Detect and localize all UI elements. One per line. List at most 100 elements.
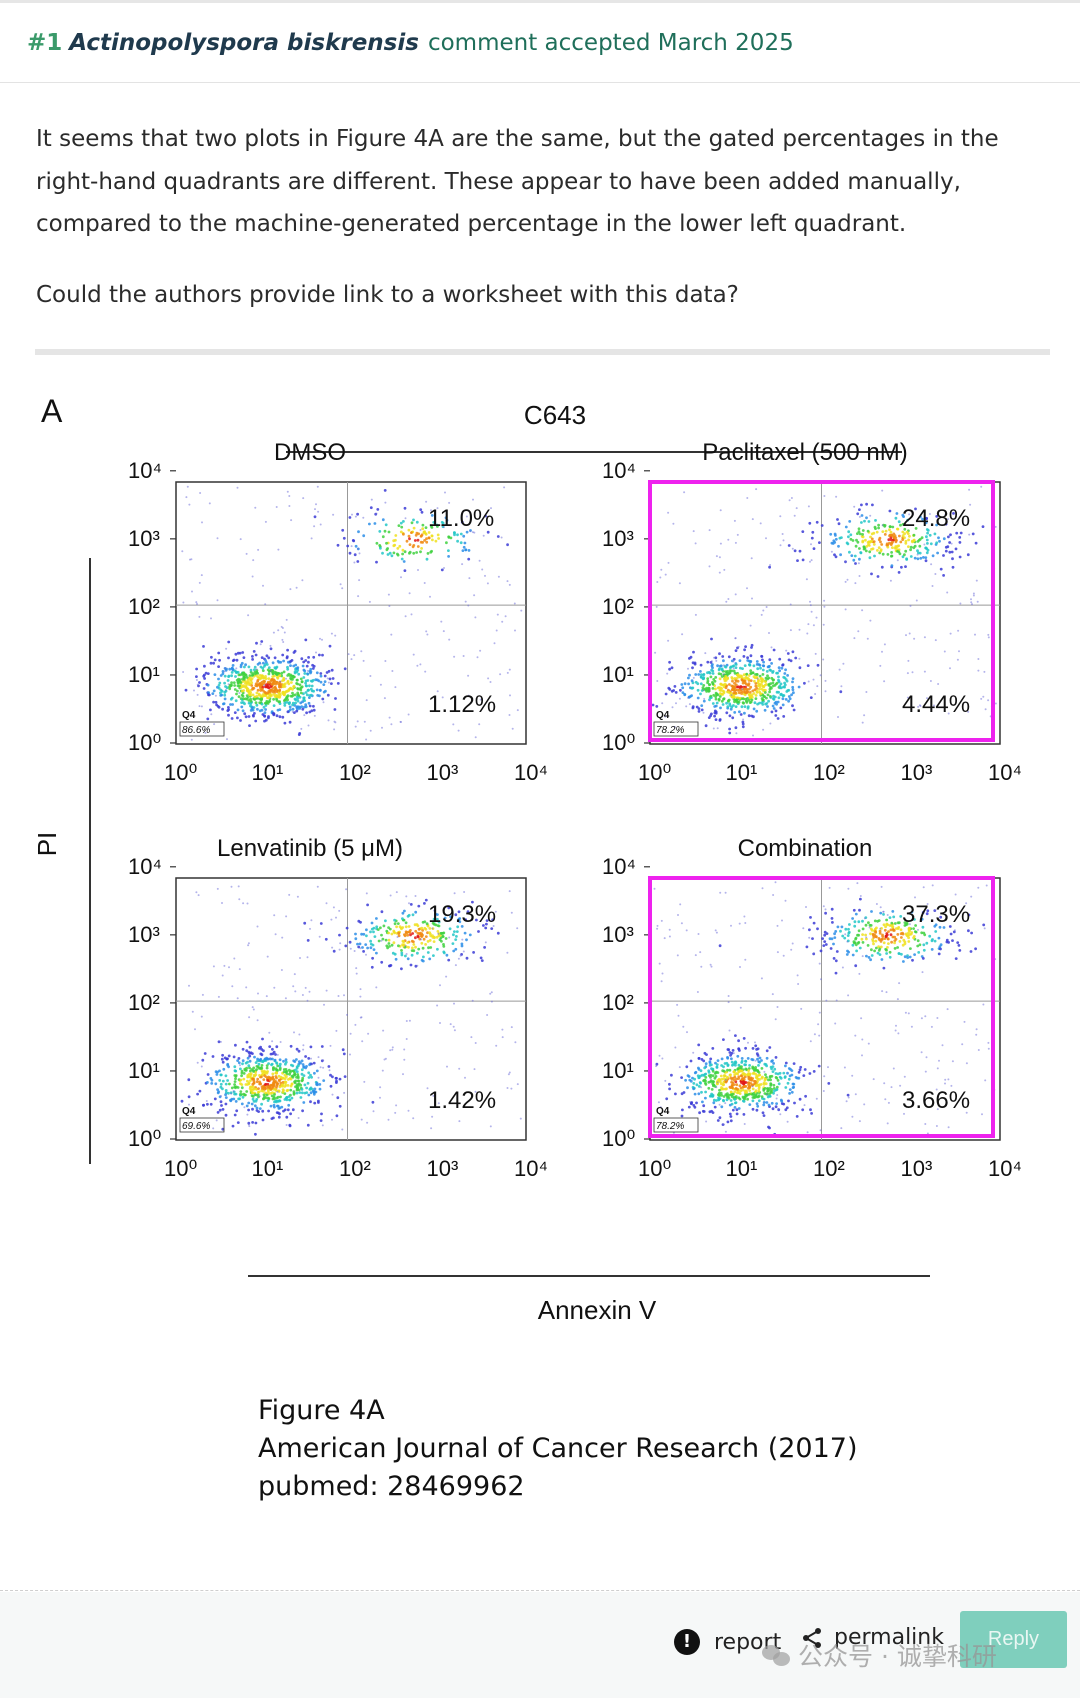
event-dot xyxy=(785,649,788,652)
event-dot xyxy=(858,515,861,518)
event-dot xyxy=(464,918,467,921)
event-dot xyxy=(846,578,849,581)
event-dot xyxy=(724,1102,727,1105)
event-dot xyxy=(711,1111,715,1114)
event-dot xyxy=(720,668,724,672)
event-dot xyxy=(240,705,244,709)
event-dot xyxy=(771,1070,775,1073)
event-dot xyxy=(755,691,759,694)
event-dot xyxy=(324,689,327,693)
event-dot xyxy=(288,495,291,497)
event-dot xyxy=(675,702,677,705)
event-dot xyxy=(405,953,408,955)
event-dot xyxy=(315,1069,319,1073)
event-dot xyxy=(965,1111,968,1114)
event-dot xyxy=(319,1066,322,1069)
event-dot xyxy=(271,675,275,678)
event-dot xyxy=(764,702,767,706)
event-dot xyxy=(431,1115,434,1118)
event-dot xyxy=(880,958,884,961)
event-dot xyxy=(454,964,457,967)
event-dot xyxy=(791,547,794,550)
event-dot xyxy=(870,572,873,576)
event-dot xyxy=(855,949,858,953)
event-dot xyxy=(298,707,302,710)
event-dot xyxy=(255,703,259,707)
event-dot xyxy=(730,924,732,927)
comment-footer xyxy=(0,1592,1080,1698)
y-tick-label: 10⁴ xyxy=(128,854,162,879)
event-dot xyxy=(411,932,414,935)
event-dot xyxy=(395,925,398,929)
event-dot xyxy=(733,677,737,680)
event-dot xyxy=(227,713,230,717)
event-dot xyxy=(916,944,920,948)
event-dot xyxy=(331,677,335,680)
event-dot xyxy=(269,1052,273,1056)
event-dot xyxy=(810,536,814,540)
event-dot xyxy=(977,1049,980,1051)
event-dot xyxy=(727,690,731,694)
event-dot xyxy=(223,964,226,967)
event-dot xyxy=(456,539,459,543)
event-dot xyxy=(782,539,785,542)
event-dot xyxy=(358,552,361,555)
event-dot xyxy=(972,594,975,597)
event-dot xyxy=(335,1081,338,1084)
event-dot xyxy=(447,906,451,910)
event-dot xyxy=(420,547,423,550)
event-dot xyxy=(305,1086,308,1090)
event-dot xyxy=(246,1113,249,1116)
event-dot xyxy=(733,519,736,522)
event-dot xyxy=(869,535,872,539)
comment-number[interactable]: #1 xyxy=(27,29,63,56)
event-dot xyxy=(726,705,730,708)
event-dot xyxy=(846,940,849,943)
event-dot xyxy=(283,721,287,725)
event-dot xyxy=(982,923,986,927)
event-dot xyxy=(487,677,490,680)
event-dot xyxy=(486,582,489,585)
event-dot xyxy=(751,689,755,693)
event-dot xyxy=(975,1028,978,1031)
event-dot xyxy=(260,1064,264,1067)
event-dot xyxy=(260,1075,263,1079)
event-dot xyxy=(696,696,700,700)
event-dot xyxy=(886,946,889,949)
report-link[interactable]: ! report xyxy=(674,1629,781,1655)
reply-button[interactable]: Reply xyxy=(960,1611,1067,1668)
event-dot xyxy=(874,519,877,522)
event-dot xyxy=(819,674,822,677)
event-dot xyxy=(356,512,359,516)
event-dot xyxy=(412,653,415,656)
event-dot xyxy=(484,574,486,577)
event-dot xyxy=(390,633,393,636)
upper-right-percent: 24.8% xyxy=(902,505,970,532)
event-dot xyxy=(302,1074,306,1077)
event-dot xyxy=(658,962,661,965)
event-dot xyxy=(278,1085,282,1089)
event-dot xyxy=(312,1092,316,1096)
event-dot xyxy=(727,538,730,541)
event-dot xyxy=(710,637,713,641)
event-dot xyxy=(791,680,794,684)
event-dot xyxy=(264,675,267,678)
event-dot xyxy=(748,1103,752,1106)
event-dot xyxy=(258,1095,261,1098)
event-dot xyxy=(369,506,373,510)
comment-author-species[interactable]: Actinopolyspora biskrensis xyxy=(69,29,419,56)
event-dot xyxy=(773,1067,777,1071)
permalink-link[interactable]: permalink xyxy=(800,1625,944,1650)
event-dot xyxy=(795,507,798,510)
event-dot xyxy=(263,684,266,687)
event-dot xyxy=(769,1078,772,1082)
event-dot xyxy=(663,937,666,940)
event-dot xyxy=(437,920,441,924)
event-dot xyxy=(234,1043,237,1047)
event-dot xyxy=(220,1095,222,1097)
event-dot xyxy=(284,997,287,1000)
event-dot xyxy=(797,983,800,985)
event-dot xyxy=(941,1044,944,1047)
event-dot xyxy=(875,903,878,905)
event-dot xyxy=(809,560,811,563)
